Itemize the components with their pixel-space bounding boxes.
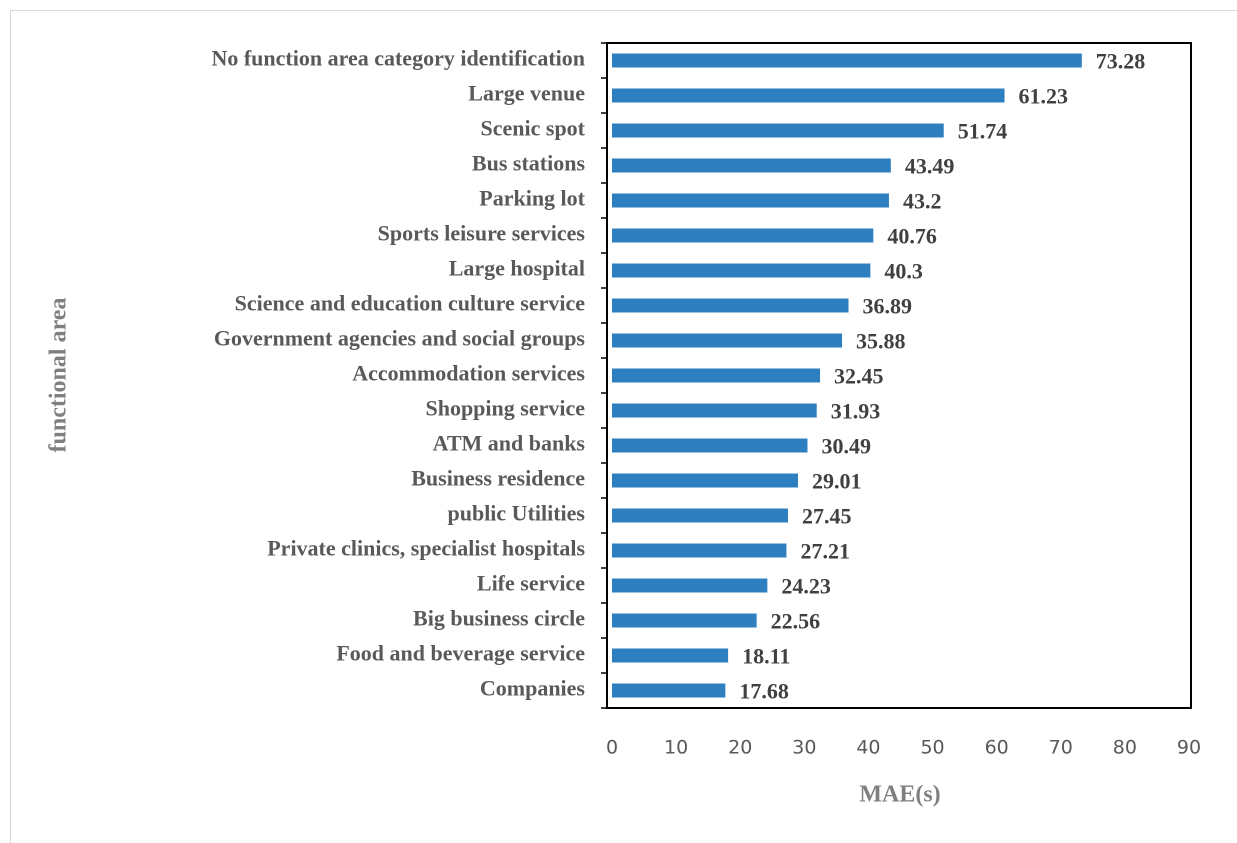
data-label: 18.11 (742, 644, 790, 669)
y-tick-label: Big business circle (413, 606, 585, 631)
bar (612, 53, 1082, 68)
bar (612, 438, 808, 453)
bar (612, 683, 726, 698)
y-tick-label: Scenic spot (481, 116, 586, 141)
data-label: 43.49 (905, 154, 955, 179)
bar (612, 333, 843, 348)
y-tick-label: public Utilities (447, 501, 585, 526)
bar (612, 228, 874, 243)
data-label: 40.76 (887, 224, 937, 249)
y-tick-label: Large hospital (449, 256, 585, 281)
data-label: 40.3 (884, 259, 923, 284)
y-tick-label: ATM and banks (433, 431, 586, 456)
bar (612, 648, 729, 663)
y-tick-label: Food and beverage service (336, 641, 585, 666)
bar (612, 88, 1005, 103)
bar (612, 543, 787, 558)
x-tick-label: 50 (920, 737, 944, 759)
x-tick-label: 30 (792, 737, 816, 759)
x-tick-label: 90 (1177, 737, 1201, 759)
bar (612, 403, 817, 418)
data-label: 31.93 (831, 399, 881, 424)
x-tick-label: 80 (1113, 737, 1137, 759)
bar (612, 193, 889, 208)
bar (612, 263, 871, 278)
y-tick-label: Life service (477, 571, 585, 596)
y-tick-label: Large venue (468, 81, 585, 106)
data-label: 22.56 (771, 609, 821, 634)
x-tick-label: 20 (728, 737, 752, 759)
bar (612, 508, 788, 523)
y-tick-label: No function area category identification (211, 46, 585, 71)
data-label: 27.21 (800, 539, 850, 564)
y-tick-label: Science and education culture service (235, 291, 586, 316)
data-label: 29.01 (812, 469, 862, 494)
x-axis-title: MAE(s) (859, 782, 940, 808)
data-label: 36.89 (863, 294, 913, 319)
data-label: 61.23 (1019, 84, 1068, 109)
y-tick-label: Business residence (411, 466, 585, 491)
data-label: 27.45 (802, 504, 852, 529)
data-label: 43.2 (903, 189, 942, 214)
data-label: 73.28 (1096, 49, 1146, 74)
y-axis-title: functional area (46, 298, 72, 453)
y-tick-label: Sports leisure services (378, 221, 586, 246)
bar (612, 613, 757, 628)
x-tick-label: 70 (1049, 737, 1073, 759)
x-tick-label: 0 (606, 737, 618, 759)
data-label: 35.88 (856, 329, 906, 354)
y-tick-label: Parking lot (479, 186, 585, 211)
x-tick-label: 10 (664, 737, 688, 759)
x-tick-label: 40 (856, 737, 880, 759)
data-label: 32.45 (834, 364, 884, 389)
data-label: 51.74 (958, 119, 1008, 144)
bar (612, 158, 891, 173)
y-tick-label: Government agencies and social groups (214, 326, 586, 351)
x-tick-label: 60 (985, 737, 1009, 759)
y-tick-label: Companies (480, 676, 586, 701)
bar (612, 298, 849, 313)
chart-frame (10, 10, 1237, 843)
data-label: 24.23 (781, 574, 831, 599)
plot-frame (606, 42, 1192, 709)
y-tick-label: Accommodation services (352, 361, 585, 386)
y-tick-label: Shopping service (425, 396, 585, 421)
bar (612, 578, 768, 593)
bar (612, 473, 798, 488)
data-label: 17.68 (739, 679, 789, 704)
bar (612, 368, 821, 383)
bar (612, 123, 944, 138)
y-tick-label: Bus stations (472, 151, 586, 176)
y-tick-label: Private clinics, specialist hospitals (267, 536, 585, 561)
data-label: 30.49 (821, 434, 871, 459)
